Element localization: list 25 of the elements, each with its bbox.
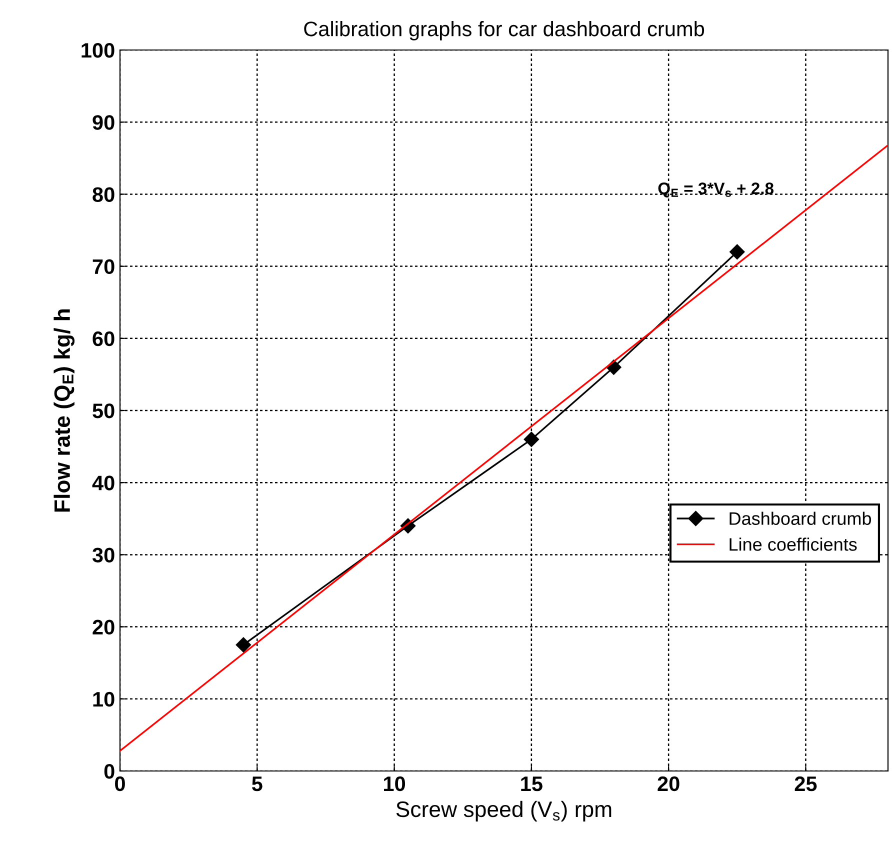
y-tick-label: 60 [92,331,114,346]
y-tick-label: 70 [92,259,114,274]
y-axis-title: Flow rate (Q$_{E}$) kg/ h [54,309,75,512]
x-tick-label: 15 [521,776,542,792]
chart-title: Calibration graphs for car dashboard crumb [304,21,704,40]
point [524,432,539,447]
y-tick-label: 30 [92,548,114,562]
legend-label: Line coefficients [730,538,857,551]
x-tick-label: 20 [658,776,680,792]
y-tick-label: 80 [92,187,114,202]
x-tick-label: 5 [252,776,262,792]
x-axis-title: Screw speed (V$_{s}$) rpm [396,800,612,822]
point [236,637,251,652]
y-tick-label: 50 [92,404,114,418]
y-tick-label: 40 [92,476,114,490]
y-tick-label: 100 [82,43,114,58]
y-tick-label: 0 [104,764,114,779]
x-tick-label: 25 [794,776,817,792]
x-tick-label: 0 [115,776,125,792]
point [730,244,745,260]
x-tick-label: 10 [384,776,406,792]
y-tick-label: 20 [92,620,114,635]
y-tick-label: 90 [92,115,114,130]
legend-label: Dashboard crumb [730,512,872,525]
y-tick-label: 10 [93,692,114,707]
